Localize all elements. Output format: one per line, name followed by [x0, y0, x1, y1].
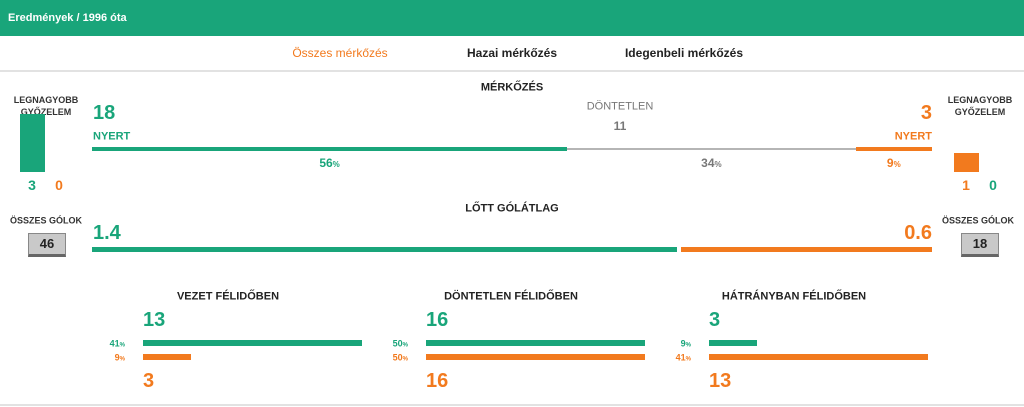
total-goals-label: ÖSSZES GÓLOK: [941, 215, 1015, 226]
halftime-away-pct: 9%: [114, 352, 125, 363]
percent-sign: %: [402, 356, 408, 363]
away-wins: 3: [920, 102, 932, 124]
halftime-home: 13: [143, 309, 166, 331]
halftime-away-bar: [709, 354, 928, 360]
halftime-home-bar: [143, 340, 362, 346]
percent-sign: %: [402, 342, 408, 349]
home-win-bar: [92, 147, 568, 151]
biggest-win-bar: [20, 114, 45, 172]
percent-value: 41: [675, 352, 686, 363]
tab-divider: [0, 70, 1024, 72]
biggest-win-bar: [954, 152, 979, 172]
biggest-win-score: 1: [962, 177, 970, 193]
away-win-pct: 9%: [887, 157, 901, 169]
tab[interactable]: Hazai mérkőzés: [466, 46, 558, 60]
halftime-away-bar: [143, 354, 192, 360]
halftime-home-pct: 41%: [109, 338, 125, 349]
biggest-win-score: 0: [989, 177, 997, 193]
percent-value: 50: [392, 338, 403, 349]
halftime-away: 13: [709, 370, 732, 392]
biggest-win-label: LEGNAGYOBB GYŐZELEM: [947, 95, 1013, 117]
total-goals-box: 46: [28, 233, 66, 257]
percent-value: 9: [114, 352, 120, 363]
biggest-win-score: 0: [55, 177, 63, 193]
home-wins: 18: [93, 102, 116, 124]
away-wins-label: NYERT: [894, 130, 932, 143]
halftime-home: 16: [426, 309, 449, 331]
away-goal-avg: 0.6: [904, 222, 932, 244]
footer-divider: [0, 404, 1024, 406]
biggest-win-label: LEGNAGYOBB GYŐZELEM: [13, 95, 79, 117]
percent-sign: %: [685, 342, 691, 349]
section-title: LŐTT GÓLÁTLAG: [465, 202, 559, 215]
home-wins-label: NYERT: [93, 130, 131, 143]
section-title: MÉRKŐZÉS: [480, 81, 544, 94]
away-goal-avg-bar: [681, 247, 932, 252]
home-goal-avg: 1.4: [93, 222, 121, 244]
halftime-home-pct: 50%: [392, 338, 408, 349]
draws-label: DÖNTETLEN: [586, 100, 654, 113]
halftime-away: 16: [426, 370, 449, 392]
home-win-pct: 56%: [319, 157, 339, 169]
halftime-home-bar: [426, 340, 645, 346]
percent-sign: %: [714, 160, 722, 169]
percent-sign: %: [893, 160, 901, 169]
halftime-away-pct: 50%: [392, 352, 408, 363]
halftime-away-bar: [426, 354, 645, 360]
percent-value: 50: [392, 352, 403, 363]
percent-value: 34: [701, 156, 715, 170]
percent-value: 9: [680, 338, 686, 349]
tab[interactable]: Idegenbeli mérkőzés: [624, 46, 744, 60]
halftime-home-pct: 9%: [680, 338, 691, 349]
home-goal-avg-bar: [92, 247, 678, 252]
draw-pct: 34%: [701, 157, 721, 169]
halftime-title: VEZET FÉLIDŐBEN: [176, 290, 280, 303]
percent-value: 41: [109, 338, 120, 349]
percent-value: 9: [886, 156, 894, 170]
percent-sign: %: [119, 356, 125, 363]
percent-sign: %: [685, 356, 691, 363]
halftime-home: 3: [709, 309, 721, 331]
halftime-home-bar: [709, 340, 758, 346]
tab[interactable]: Összes mérkőzés: [292, 46, 388, 60]
header-bar: Eredmények / 1996 óta: [0, 0, 1024, 36]
biggest-win-score: 3: [28, 177, 36, 193]
percent-value: 56: [319, 156, 333, 170]
halftime-title: HÁTRÁNYBAN FÉLIDŐBEN: [721, 290, 867, 303]
percent-sign: %: [119, 342, 125, 349]
away-win-bar: [855, 147, 932, 151]
draws: 11: [613, 119, 627, 133]
header-title: Eredmények / 1996 óta: [8, 12, 127, 24]
percent-sign: %: [332, 160, 340, 169]
halftime-away: 3: [143, 370, 155, 392]
draw-bar: [567, 148, 856, 150]
halftime-title: DÖNTETLEN FÉLIDŐBEN: [444, 290, 578, 303]
total-goals-label: ÖSSZES GÓLOK: [9, 215, 83, 226]
total-goals-box: 18: [961, 233, 999, 257]
halftime-away-pct: 41%: [675, 352, 691, 363]
